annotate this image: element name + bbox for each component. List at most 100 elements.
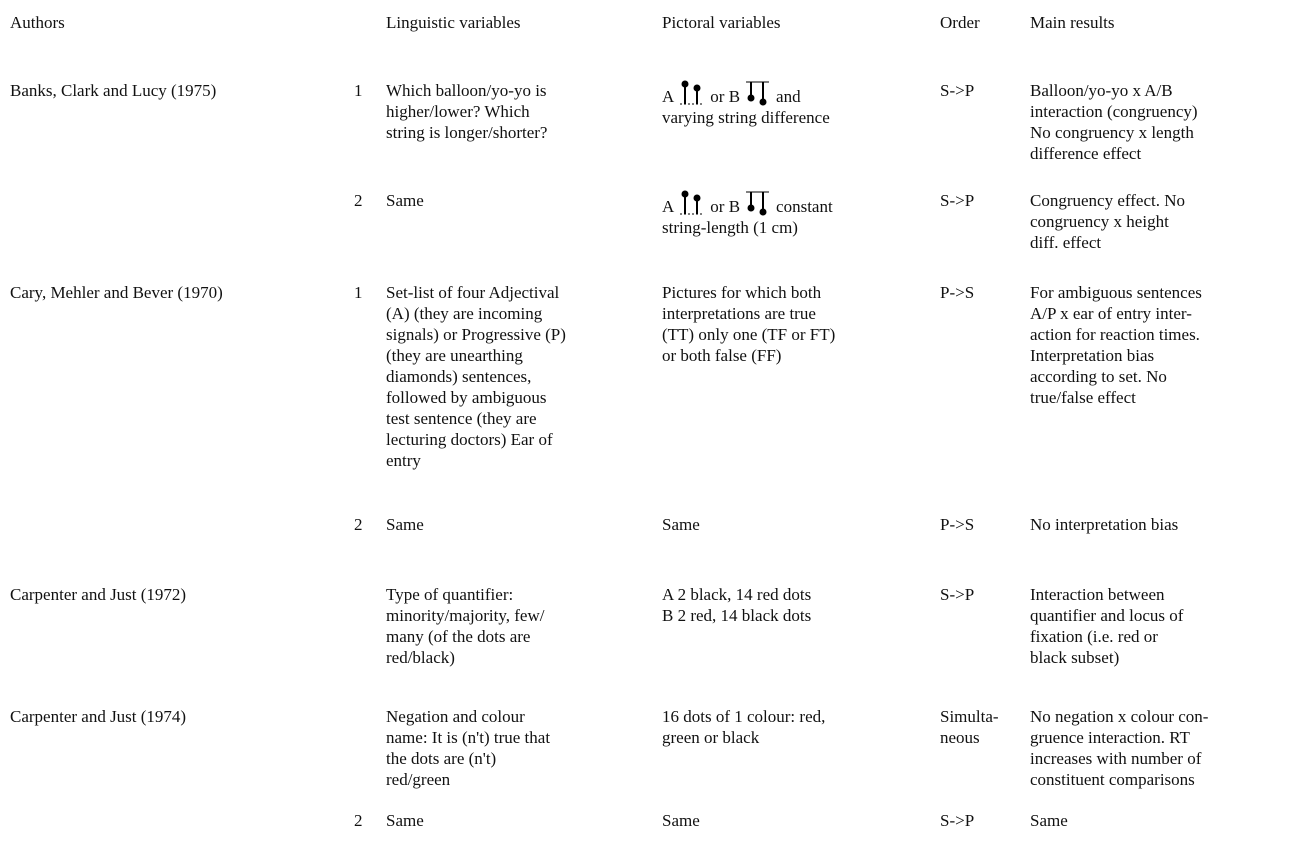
text-segment: or B [710, 197, 741, 216]
line: red/green [386, 770, 451, 789]
line: name: It is (n't) true that [386, 728, 551, 747]
line: S->P [940, 81, 975, 100]
text-segment: constant [776, 197, 833, 216]
line: Same [386, 515, 424, 534]
line: many (of the dots are [386, 627, 531, 646]
results: No interpretation bias [1030, 514, 1178, 535]
order: S->P [940, 810, 974, 831]
line: Same [386, 811, 424, 830]
header-pictorial: Pictoral variables [662, 13, 781, 32]
line: Interaction between [1030, 585, 1165, 604]
number: 2 [354, 190, 363, 211]
line: diff. effect [1030, 233, 1102, 252]
line: varying string difference [662, 108, 830, 127]
authors: Carpenter and Just (1974) [10, 706, 186, 727]
results: Balloon/yo-yo x A/B interaction (congruen… [1030, 80, 1198, 164]
pictorial: Pictures for which both interpretations a… [662, 282, 835, 366]
line: lecturing doctors) Ear of [386, 430, 553, 449]
order: S->P [940, 80, 974, 101]
line: according to set. No [1030, 367, 1167, 386]
order: P->S [940, 282, 974, 303]
line: (TT) only one (TF or FT) [662, 325, 836, 344]
line: gruence interaction. RT [1030, 728, 1190, 747]
line: Simulta- [940, 707, 999, 726]
line: Carpenter and Just (1972) [10, 585, 187, 604]
icon [746, 81, 770, 106]
line: 2 [354, 811, 363, 830]
line: P->S [940, 283, 975, 302]
line: Same [1030, 811, 1068, 830]
line: S->P [940, 811, 975, 830]
line: Interpretation bias [1030, 346, 1155, 365]
pictorial: Same [662, 514, 700, 535]
linguistic: Which balloon/yo-yo is higher/lower? Whic… [386, 80, 547, 143]
linguistic: Same [386, 514, 424, 535]
results: Interaction between quantifier and locus … [1030, 584, 1183, 668]
icon [680, 190, 704, 215]
authors: Carpenter and Just (1972) [10, 584, 186, 605]
line: No congruency x length [1030, 123, 1194, 142]
pictorial: 16 dots of 1 colour: red, green or black [662, 706, 825, 748]
line: or both false (FF) [662, 346, 782, 365]
line: 16 dots of 1 colour: red, [662, 707, 826, 726]
header-linguistic: Linguistic variables [386, 13, 521, 32]
text-segment: A [662, 87, 675, 106]
linguistic: Same [386, 190, 424, 211]
header-results: Main results [1030, 13, 1115, 32]
line: fixation (i.e. red or [1030, 627, 1158, 646]
line: (A) (they are incoming [386, 304, 543, 323]
icon [680, 80, 704, 105]
line: red/black) [386, 648, 455, 667]
results: For ambiguous sentences A/P x ear of entr… [1030, 282, 1202, 408]
number: 2 [354, 514, 363, 535]
pictorial: Same [662, 810, 700, 831]
line: congruency x height [1030, 212, 1169, 231]
authors: Banks, Clark and Lucy (1975) [10, 80, 216, 101]
line: Same [662, 811, 700, 830]
number: 1 [354, 80, 363, 101]
line: green or black [662, 728, 760, 747]
line: higher/lower? Which [386, 102, 530, 121]
line: action for reaction times. [1030, 325, 1200, 344]
line: black subset) [1030, 648, 1120, 667]
line: P->S [940, 515, 975, 534]
line: Which balloon/yo-yo is [386, 81, 547, 100]
line: interpretations are true [662, 304, 816, 323]
line: Same [662, 515, 700, 534]
line: A/P x ear of entry inter- [1030, 304, 1192, 323]
linguistic: Type of quantifier: minority/majority, fe… [386, 584, 544, 668]
number: 2 [354, 810, 363, 831]
header-order: Order [940, 13, 980, 32]
line: string is longer/shorter? [386, 123, 548, 142]
icon [746, 191, 770, 216]
line: minority/majority, few/ [386, 606, 545, 625]
pictorial: A 2 black, 14 red dots B 2 red, 14 black … [662, 584, 811, 626]
line: signals) or Progressive (P) [386, 325, 566, 344]
line: B 2 red, 14 black dots [662, 606, 812, 625]
header-authors: Authors [10, 13, 65, 32]
line: Balloon/yo-yo x A/B [1030, 81, 1173, 100]
line: No negation x colour con- [1030, 707, 1209, 726]
linguistic: Negation and colour name: It is (n't) tru… [386, 706, 550, 790]
linguistic: Set-list of four Adjectival (A) (they are… [386, 282, 566, 471]
order: S->P [940, 190, 974, 211]
line: 2 [354, 515, 363, 534]
order: P->S [940, 514, 974, 535]
line: constituent comparisons [1030, 770, 1195, 789]
line: Carpenter and Just (1974) [10, 707, 187, 726]
line: Cary, Mehler and Bever (1970) [10, 283, 223, 302]
line: followed by ambiguous [386, 388, 547, 407]
line: For ambiguous sentences [1030, 283, 1202, 302]
line: No interpretation bias [1030, 515, 1179, 534]
results: Same [1030, 810, 1068, 831]
line: S->P [940, 585, 975, 604]
line: Congruency effect. No [1030, 191, 1185, 210]
line: Pictures for which both [662, 283, 822, 302]
line: increases with number of [1030, 749, 1202, 768]
line: A 2 black, 14 red dots [662, 585, 812, 604]
text-segment: A [662, 197, 675, 216]
